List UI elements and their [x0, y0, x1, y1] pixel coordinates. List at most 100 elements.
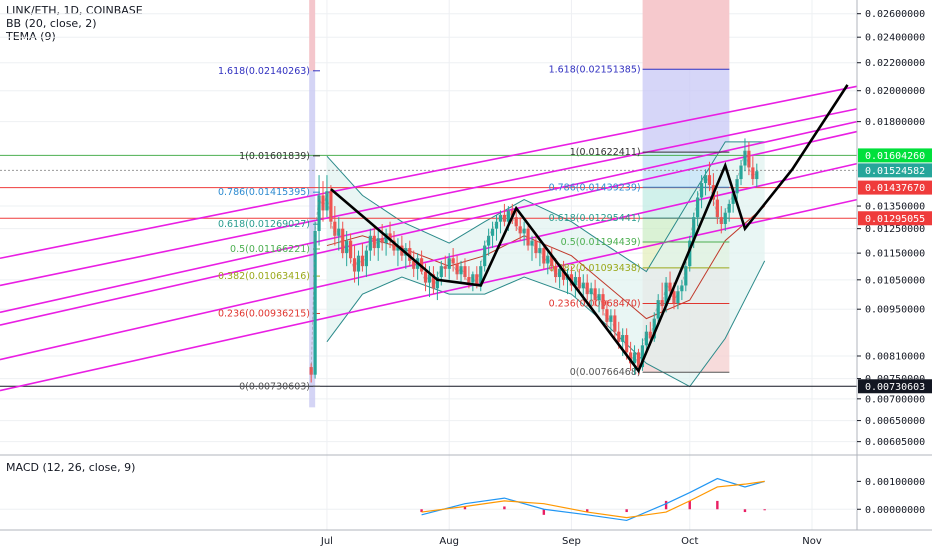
- x-tick-label: Nov: [802, 536, 822, 547]
- candle-body: [356, 255, 361, 272]
- candle-body: [715, 199, 719, 218]
- candle-body: [498, 214, 503, 222]
- candle-body: [640, 345, 645, 368]
- candle-body: [380, 238, 384, 244]
- candle-body: [573, 277, 577, 286]
- fib-right-band: [642, 69, 730, 153]
- macd-hist-bar: [743, 509, 747, 513]
- candle-body: [423, 271, 428, 283]
- candle-body: [518, 226, 522, 234]
- macd-hist-bar: [503, 506, 506, 510]
- fib-left-label: 1.618(0.02140263): [218, 66, 310, 77]
- candle-body: [585, 282, 589, 295]
- candle-body: [699, 183, 704, 198]
- candle-body: [325, 191, 329, 211]
- x-tick-label: Oct: [681, 536, 698, 547]
- candle-body: [538, 248, 542, 254]
- price-badge: [858, 163, 932, 178]
- fib-right-label: 0.5(0.01194439): [561, 237, 641, 248]
- macd-hist-bar: [420, 509, 423, 513]
- candle-body: [692, 217, 696, 241]
- price-badge-label: 0.00730603: [865, 382, 925, 393]
- candle-body: [455, 263, 459, 275]
- candle-body: [408, 248, 412, 261]
- candle-body: [313, 231, 317, 375]
- candle-body: [368, 235, 372, 251]
- macd-line: [421, 477, 765, 522]
- candle-body: [459, 266, 463, 275]
- bb-indicator-label: BB (20, close, 2): [6, 17, 97, 30]
- price-badge: [858, 148, 932, 163]
- fib-left-label: 1(0.01601839): [239, 151, 310, 162]
- candle-body: [648, 331, 652, 339]
- candle-body: [376, 238, 380, 249]
- candle-body: [341, 228, 345, 254]
- y-tick-label: 0.00650000: [865, 416, 925, 427]
- fib-left-label: 0.236(0.00936215): [218, 308, 310, 319]
- bollinger-upper: [326, 141, 765, 273]
- fib-right-label: 0.786(0.01439239): [549, 182, 641, 193]
- y-tick-label: 0.00810000: [865, 351, 925, 362]
- candle-body: [558, 268, 562, 278]
- candle-body: [412, 260, 416, 269]
- candle-body: [739, 165, 743, 180]
- candle-body: [309, 367, 313, 375]
- y-tick-label: 0.02600000: [865, 9, 925, 20]
- candle-body: [487, 235, 491, 246]
- candle-body: [581, 282, 585, 289]
- fib-right-label: 0.618(0.01295441): [549, 213, 641, 224]
- candle-body: [534, 240, 538, 254]
- price-badge: [858, 379, 932, 394]
- candle-body: [506, 210, 510, 222]
- candle-body: [735, 179, 739, 194]
- candle-body: [321, 195, 325, 211]
- x-tick-label: Aug: [439, 536, 459, 547]
- candle-body: [672, 291, 676, 304]
- candle-body: [372, 235, 376, 249]
- candle-body: [597, 294, 601, 301]
- fib-right-label: 0.236(0.00968470): [549, 299, 641, 310]
- candle-body: [431, 274, 436, 289]
- price-badge-label: 0.01295055: [865, 214, 925, 225]
- macd-hist-bar: [716, 500, 719, 510]
- candle-body: [352, 258, 357, 272]
- candle-body: [494, 221, 499, 229]
- candle-body: [680, 285, 684, 292]
- candle-body: [392, 240, 396, 251]
- candle-body: [703, 175, 708, 184]
- candle-body: [660, 300, 664, 307]
- candle-body: [542, 248, 546, 264]
- fib-right-label: 1.618(0.02151385): [549, 64, 641, 75]
- candle-body: [727, 203, 731, 213]
- fib-left-label: 0.5(0.01166221): [230, 244, 310, 255]
- candle-body: [384, 233, 388, 244]
- candle-body: [621, 335, 625, 342]
- y-tick-label: 0.01050000: [865, 275, 925, 286]
- candle-body: [652, 318, 656, 339]
- candle-body: [636, 352, 641, 368]
- candle-body: [601, 294, 605, 310]
- candle-body: [605, 309, 609, 322]
- candle-body: [684, 266, 688, 286]
- macd-y-tick-label: 0.00100000: [865, 477, 925, 488]
- price-badge-label: 0.01524582: [865, 166, 925, 177]
- candle-body: [676, 291, 680, 304]
- candle-body: [668, 282, 672, 292]
- candle-body: [617, 331, 621, 342]
- candle-body: [483, 245, 487, 267]
- candle-body: [609, 315, 613, 322]
- fib-right-label: 1(0.01622411): [570, 147, 641, 158]
- candle-body: [723, 212, 727, 224]
- candle-body: [345, 240, 349, 254]
- macd-y-tick-label: 0.00000000: [865, 505, 925, 516]
- fib-left-label: 0.618(0.01269027): [218, 219, 310, 230]
- candle-body: [475, 274, 479, 286]
- x-tick-label: Jul: [320, 536, 333, 547]
- fib-left-top-shade: [309, 0, 316, 71]
- candle-body: [530, 240, 534, 246]
- price-badge: [858, 211, 932, 226]
- candle-body: [593, 288, 597, 301]
- candle-body: [451, 258, 455, 264]
